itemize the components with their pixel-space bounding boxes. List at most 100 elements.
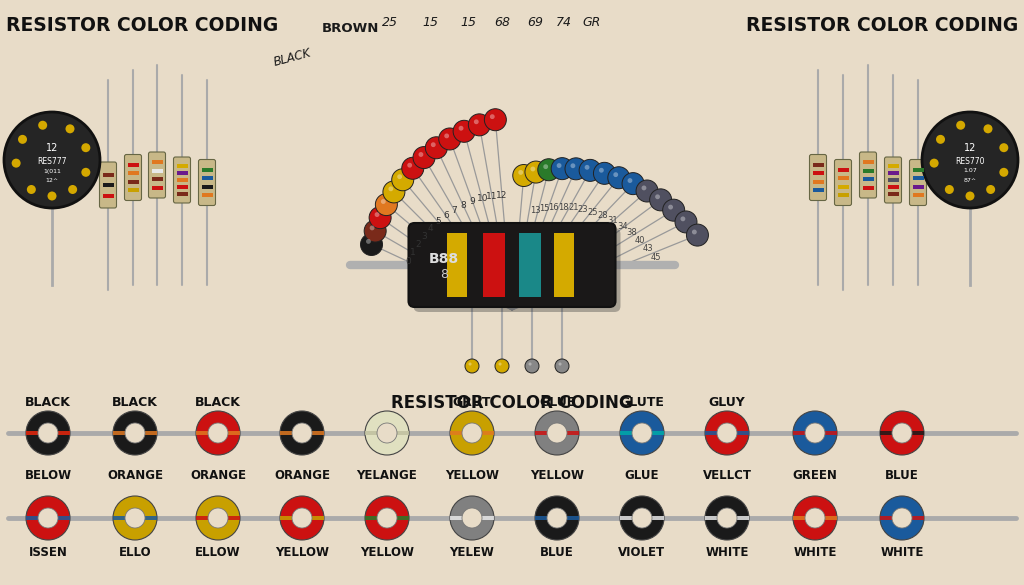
Circle shape bbox=[27, 185, 36, 194]
Circle shape bbox=[381, 199, 386, 204]
Bar bbox=[113, 516, 157, 520]
FancyBboxPatch shape bbox=[199, 160, 215, 205]
Text: VELLCT: VELLCT bbox=[702, 469, 752, 482]
Circle shape bbox=[11, 159, 20, 168]
Bar bbox=[705, 516, 749, 520]
Circle shape bbox=[580, 159, 601, 181]
Bar bbox=[862, 169, 873, 173]
Circle shape bbox=[408, 163, 412, 168]
Circle shape bbox=[360, 233, 383, 256]
Circle shape bbox=[392, 168, 414, 191]
Text: GRUT: GRUT bbox=[453, 397, 492, 410]
Circle shape bbox=[986, 185, 995, 194]
Circle shape bbox=[450, 496, 494, 540]
Circle shape bbox=[544, 164, 548, 169]
Text: GREEN: GREEN bbox=[793, 469, 838, 482]
Text: 1.07: 1.07 bbox=[964, 168, 977, 174]
Circle shape bbox=[936, 135, 945, 144]
Bar bbox=[280, 516, 324, 520]
Bar bbox=[838, 193, 849, 197]
Bar bbox=[620, 516, 664, 520]
Text: 12: 12 bbox=[497, 191, 508, 200]
Circle shape bbox=[525, 359, 539, 373]
Circle shape bbox=[547, 508, 567, 528]
Text: 8: 8 bbox=[440, 269, 449, 281]
Text: YELANGE: YELANGE bbox=[356, 469, 418, 482]
Bar bbox=[838, 176, 849, 180]
Bar bbox=[793, 431, 837, 435]
Circle shape bbox=[956, 121, 966, 130]
FancyBboxPatch shape bbox=[409, 223, 615, 307]
Circle shape bbox=[717, 508, 737, 528]
Circle shape bbox=[450, 411, 494, 455]
Circle shape bbox=[622, 173, 644, 195]
Text: VIOLET: VIOLET bbox=[618, 546, 666, 559]
Circle shape bbox=[632, 423, 652, 443]
Circle shape bbox=[125, 423, 145, 443]
Bar bbox=[102, 173, 114, 177]
Bar bbox=[535, 431, 579, 435]
Text: 12: 12 bbox=[964, 143, 976, 153]
Text: 23: 23 bbox=[578, 205, 589, 214]
Bar bbox=[176, 192, 187, 196]
Circle shape bbox=[649, 189, 672, 211]
Circle shape bbox=[474, 119, 478, 124]
Bar bbox=[912, 193, 924, 197]
Bar bbox=[880, 431, 924, 435]
Text: YELLOW: YELLOW bbox=[360, 546, 414, 559]
Circle shape bbox=[280, 411, 324, 455]
Bar bbox=[128, 180, 138, 184]
Circle shape bbox=[555, 359, 569, 373]
Circle shape bbox=[892, 423, 912, 443]
Circle shape bbox=[966, 191, 975, 201]
Text: ORANGE: ORANGE bbox=[274, 469, 330, 482]
Text: GR: GR bbox=[583, 15, 601, 29]
FancyBboxPatch shape bbox=[99, 162, 117, 208]
Bar bbox=[152, 169, 163, 173]
Bar bbox=[450, 431, 494, 435]
Text: 69: 69 bbox=[527, 15, 543, 29]
Circle shape bbox=[376, 194, 397, 216]
Bar bbox=[888, 164, 898, 168]
Text: 1(011: 1(011 bbox=[43, 168, 61, 174]
Bar bbox=[196, 516, 240, 520]
Text: 43: 43 bbox=[643, 244, 653, 253]
Bar bbox=[128, 171, 138, 176]
Text: BLUE: BLUE bbox=[885, 469, 919, 482]
Circle shape bbox=[499, 363, 502, 366]
Circle shape bbox=[413, 147, 435, 168]
Circle shape bbox=[535, 496, 579, 540]
Text: WHITE: WHITE bbox=[794, 546, 837, 559]
Circle shape bbox=[594, 162, 615, 184]
Bar bbox=[152, 177, 163, 181]
Bar bbox=[838, 168, 849, 172]
Circle shape bbox=[489, 114, 495, 119]
Text: 7: 7 bbox=[452, 206, 458, 215]
Circle shape bbox=[469, 363, 472, 366]
Circle shape bbox=[375, 212, 380, 217]
Text: RES777: RES777 bbox=[37, 157, 67, 166]
Circle shape bbox=[945, 185, 953, 194]
Text: GLUTE: GLUTE bbox=[620, 397, 665, 410]
Text: 9: 9 bbox=[470, 197, 475, 207]
Text: 45: 45 bbox=[650, 253, 662, 263]
Bar bbox=[812, 171, 823, 176]
Text: YELLOW: YELLOW bbox=[445, 469, 499, 482]
Circle shape bbox=[620, 496, 664, 540]
Circle shape bbox=[453, 121, 475, 142]
Bar bbox=[365, 431, 409, 435]
Bar bbox=[862, 185, 873, 190]
Text: 1: 1 bbox=[410, 248, 416, 257]
Text: GLUY: GLUY bbox=[709, 397, 745, 410]
Bar bbox=[176, 178, 187, 182]
Text: RESISTOR COLOR CODING: RESISTOR COLOR CODING bbox=[391, 394, 633, 412]
Circle shape bbox=[365, 220, 386, 242]
Text: 18: 18 bbox=[558, 203, 568, 212]
Circle shape bbox=[793, 496, 837, 540]
Bar bbox=[705, 431, 749, 435]
Circle shape bbox=[459, 126, 464, 130]
Circle shape bbox=[632, 508, 652, 528]
Circle shape bbox=[669, 205, 673, 209]
Bar bbox=[862, 177, 873, 181]
Circle shape bbox=[558, 363, 561, 366]
